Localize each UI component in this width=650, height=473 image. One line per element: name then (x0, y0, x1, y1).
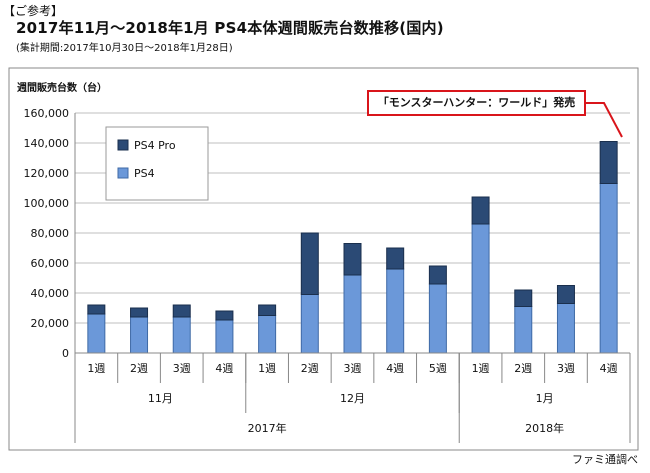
y-tick-label: 100,000 (24, 197, 70, 210)
bar-ps4 (556, 303, 575, 354)
bar-series (87, 141, 618, 354)
y-tick-label: 160,000 (24, 107, 70, 120)
bar-ps4 (172, 316, 191, 354)
bar-ps4 (428, 283, 447, 354)
bar-ps4-pro (386, 247, 405, 270)
chart-subtitle: (集計期間:2017年10月30日～2018年1月28日) (16, 43, 233, 54)
bar-ps4 (514, 306, 533, 354)
x-tick-label: 3週 (344, 362, 362, 375)
x-tick-label: 3週 (173, 362, 191, 375)
bar-ps4-pro (599, 141, 618, 184)
y-tick-label: 0 (62, 347, 69, 360)
axes: 0 20,000 40,000 60,000 80,000 100,000 120,000 1… (24, 107, 631, 443)
bar-ps4 (300, 294, 319, 354)
reference-label: 【ご参考】 (3, 4, 64, 18)
x-tick-label: 4週 (386, 362, 404, 375)
y-tick-label: 20,000 (31, 317, 70, 330)
bar-ps4-pro (258, 304, 277, 316)
source-note: ファミ通調べ (572, 453, 638, 466)
y-tick-label: 120,000 (24, 167, 70, 180)
bar-ps4-pro (556, 285, 575, 304)
bar-ps4 (258, 315, 277, 354)
bar-ps4 (130, 316, 149, 354)
legend: PS4 Pro PS4 (105, 126, 209, 201)
bar-ps4 (87, 313, 106, 354)
bar-ps4-pro (343, 243, 362, 276)
x-tick-label: 3週 (557, 362, 575, 375)
legend-label-ps4-pro: PS4 Pro (134, 139, 176, 152)
legend-swatch-ps4-pro (117, 139, 129, 151)
bar-ps4-pro (300, 232, 319, 295)
year-label: 2017年 (248, 421, 287, 435)
x-tick-label: 1週 (472, 362, 490, 375)
bar-ps4 (599, 183, 618, 354)
bar-ps4-pro (172, 304, 191, 318)
y-tick-label: 140,000 (24, 137, 70, 150)
chart-title: 2017年11月～2018年1月 PS4本体週間販売台数推移(国内) (16, 19, 444, 37)
month-label: 1月 (536, 392, 554, 405)
bar-ps4-pro (471, 196, 490, 225)
bar-ps4-pro (215, 310, 234, 321)
callout-pointer (586, 102, 623, 138)
bar-ps4-pro (428, 265, 447, 285)
month-label: 12月 (340, 392, 365, 405)
y-tick-label: 60,000 (31, 257, 70, 270)
y-axis-label: 週間販売台数（台） (17, 81, 107, 94)
bar-ps4 (215, 319, 234, 354)
x-tick-label: 4週 (600, 362, 618, 375)
bar-ps4 (343, 274, 362, 354)
x-tick-label: 1週 (258, 362, 276, 375)
x-tick-label: 2週 (301, 362, 319, 375)
bar-ps4 (471, 223, 490, 354)
callout-pointer-line (586, 102, 623, 138)
x-tick-label: 1週 (87, 362, 105, 375)
x-tick-label: 2週 (514, 362, 532, 375)
bar-ps4 (386, 268, 405, 354)
release-callout: 「モンスターハンター：ワールド」発売 (367, 90, 586, 116)
legend-swatch-ps4 (117, 167, 129, 179)
y-tick-label: 80,000 (31, 227, 70, 240)
bar-ps4-pro (514, 289, 533, 307)
x-tick-label: 4週 (215, 362, 233, 375)
year-label: 2018年 (525, 421, 564, 435)
chart-frame (8, 67, 639, 451)
bar-ps4-pro (130, 307, 149, 318)
month-label: 11月 (148, 392, 173, 405)
x-tick-label: 5週 (429, 362, 447, 375)
legend-box (105, 126, 209, 201)
bar-ps4-pro (87, 304, 106, 315)
y-tick-label: 40,000 (31, 287, 70, 300)
legend-label-ps4: PS4 (134, 167, 155, 180)
x-tick-label: 2週 (130, 362, 148, 375)
